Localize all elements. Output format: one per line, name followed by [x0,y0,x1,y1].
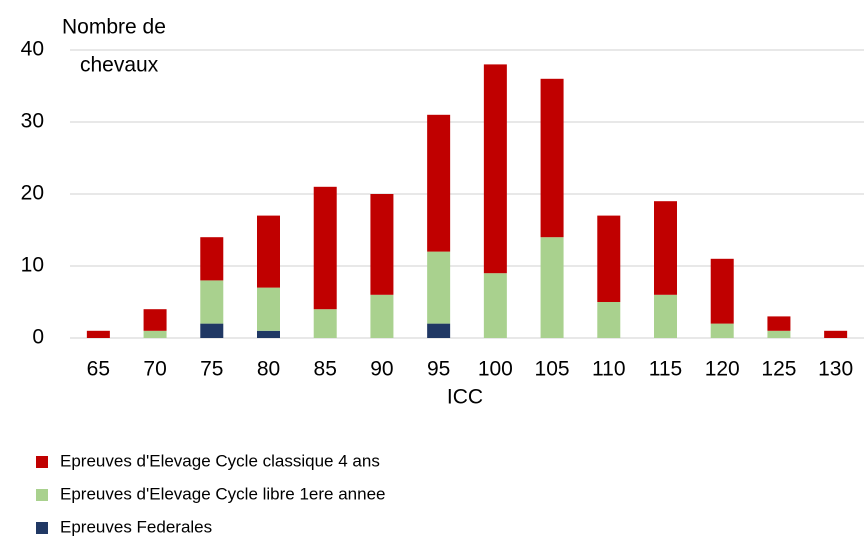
x-tick-label: 120 [705,358,740,381]
x-tick-label: 85 [314,358,337,381]
x-tick-label: 115 [649,358,682,381]
x-tick-label: 75 [200,358,223,381]
x-tick-label: 110 [592,358,625,381]
y-tick-label: 20 [21,182,44,205]
bar-segment [257,330,280,338]
x-tick-label: 90 [370,358,393,381]
legend-label: Epreuves d'Elevage Cycle classique 4 ans [60,451,380,470]
bar-segment [427,114,451,252]
legend-label: Epreuves Federales [60,517,212,536]
bar-segment [710,258,734,324]
bar-segment [654,201,677,295]
x-tick-label: 105 [535,358,570,381]
x-tick-label: 130 [818,358,853,381]
x-tick-label: 100 [478,358,513,381]
x-axis-label: ICC [447,386,483,409]
bar-segment [427,251,451,324]
bar-segment [143,309,167,331]
x-tick-label: 125 [761,358,796,381]
bar-segment [370,294,394,338]
x-tick-label: 80 [257,358,280,381]
bar-segment [597,302,621,338]
bar-segment [824,330,848,338]
y-axis-label: chevaux [80,54,159,77]
bar-segment [200,323,224,338]
y-tick-label: 40 [21,38,44,61]
bar-segment [483,273,507,338]
bar-segment [257,215,280,288]
bar-segment [86,330,110,338]
x-tick-label: 70 [143,358,166,381]
x-tick-label: 95 [427,358,450,381]
bar-segment [540,78,564,238]
y-tick-label: 0 [32,326,44,349]
bar-segment [710,323,734,338]
y-axis-label: Nombre de [62,16,166,39]
bar-segment [143,330,167,338]
y-tick-label: 10 [21,254,44,277]
legend-swatch [36,489,48,501]
bar-segment [313,309,337,338]
bar-segment [483,64,507,274]
bar-segment [200,280,224,324]
bar-segment [767,316,791,331]
bar-segment [654,294,677,338]
bar-segment [257,287,280,331]
bar-segment [597,215,621,302]
x-tick-label: 65 [87,358,110,381]
bar-segment [370,194,394,295]
legend-swatch [36,522,48,534]
bar-segment [313,186,337,310]
bar-segment [427,323,451,338]
bar-segment [540,237,564,338]
y-tick-label: 30 [21,110,44,133]
bar-segment [767,330,791,338]
bar-segment [200,237,224,281]
legend-label: Epreuves d'Elevage Cycle libre 1ere anne… [60,484,386,503]
legend-swatch [36,456,48,468]
